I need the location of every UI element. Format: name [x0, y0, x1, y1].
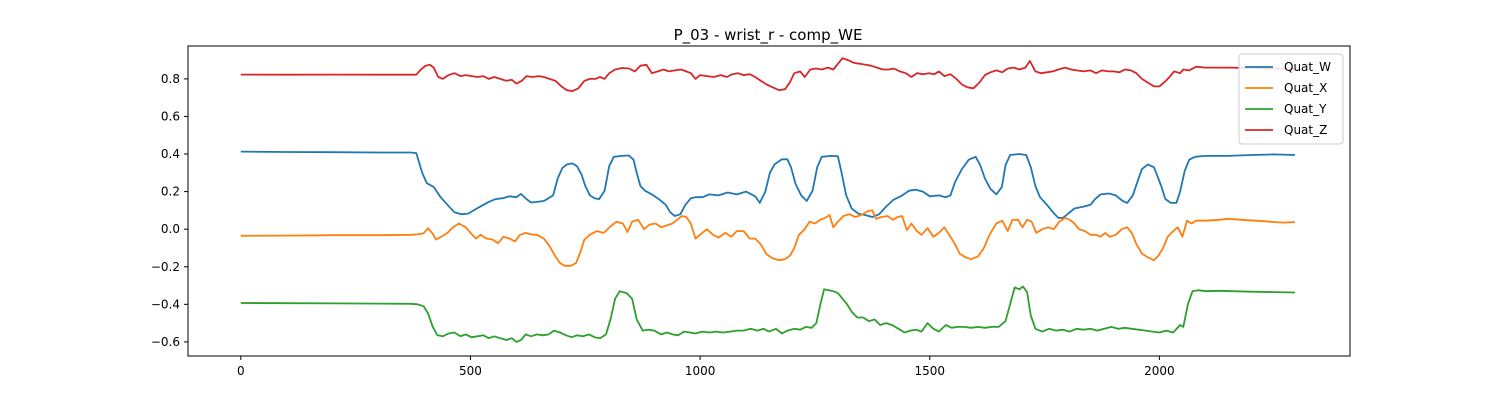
legend-box [1238, 53, 1344, 145]
series-line-quat-y [240, 285, 1295, 343]
series-line-quat-x [240, 209, 1295, 267]
x-tick-label: 1000 [685, 364, 716, 378]
x-tick-label: 500 [459, 364, 482, 378]
legend-label: Quat_W [1284, 60, 1331, 74]
x-tick-label: 1500 [914, 364, 945, 378]
y-axis: −0.6 −0.4 −0.2 0.0 0.2 0.4 0.6 0.8 [151, 72, 188, 349]
legend-label: Quat_X [1284, 81, 1327, 95]
x-tick-label: 0 [237, 364, 245, 378]
legend: Quat_W Quat_X Quat_Y Quat_Z [1238, 53, 1344, 145]
y-tick-label: 0.4 [161, 147, 180, 161]
y-tick-label: −0.2 [151, 260, 180, 274]
y-tick-label: 0.6 [161, 109, 180, 123]
y-tick-label: −0.6 [151, 335, 180, 349]
plot-area-frame [187, 45, 1351, 357]
legend-label: Quat_Y [1284, 102, 1327, 116]
y-tick-label: 0.8 [161, 72, 180, 86]
chart-title: P_03 - wrist_r - comp_WE [674, 26, 863, 45]
legend-label: Quat_Z [1284, 123, 1327, 137]
x-tick-label: 2000 [1144, 364, 1175, 378]
plot-lines [240, 57, 1295, 343]
series-line-quat-w [240, 150, 1295, 219]
y-tick-label: −0.4 [151, 297, 180, 311]
x-axis: 0 500 1000 1500 2000 [237, 356, 1175, 378]
y-tick-label: 0.0 [161, 222, 180, 236]
series-line-quat-z [240, 57, 1295, 92]
y-tick-label: 0.2 [161, 185, 180, 199]
